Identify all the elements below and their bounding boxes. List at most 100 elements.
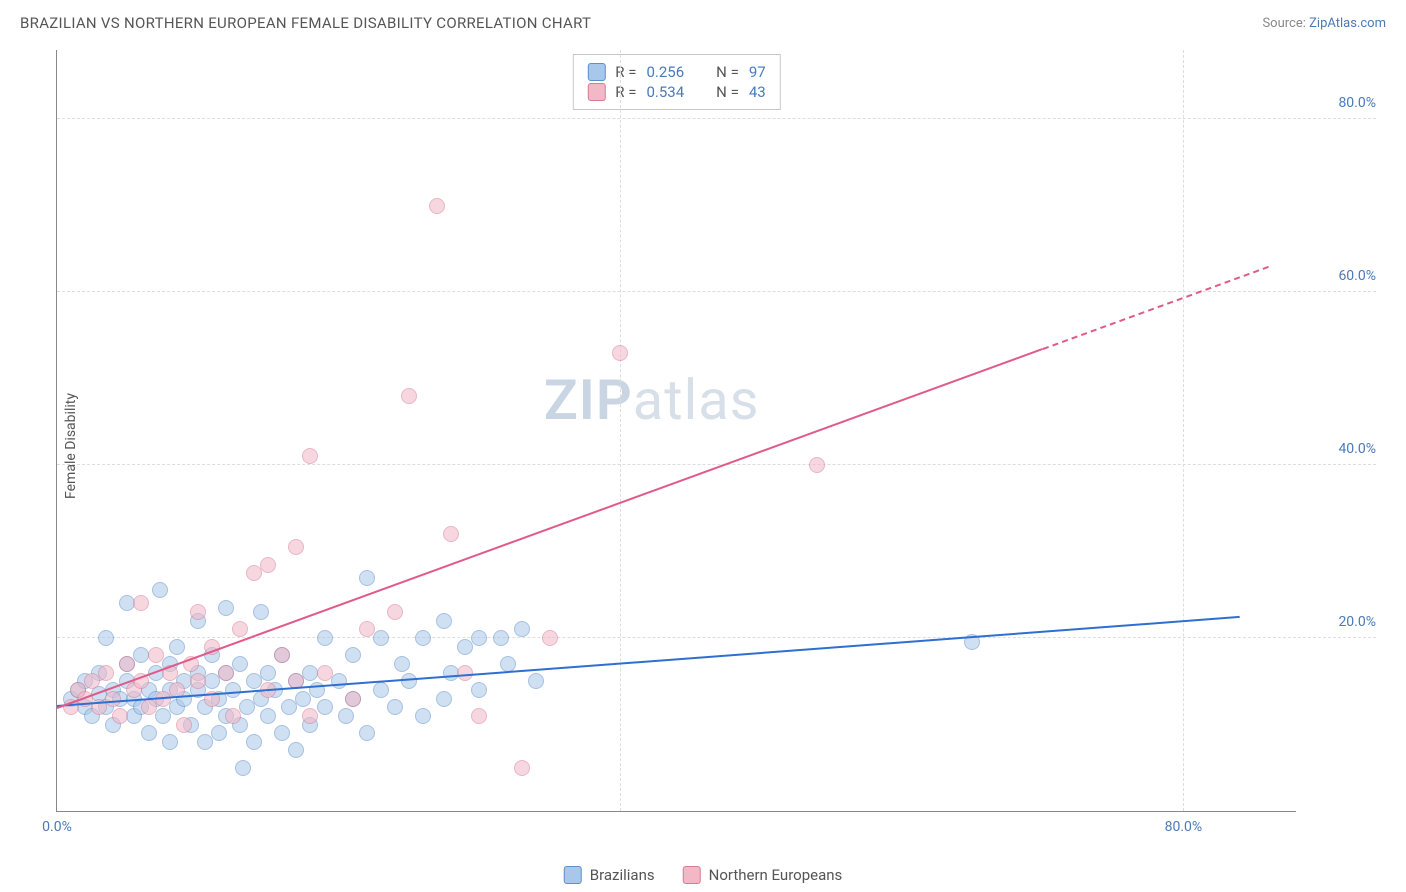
scatter-point: [514, 621, 530, 637]
scatter-point: [436, 613, 452, 629]
statbox-r-value: 0.534: [646, 83, 684, 101]
scatter-point: [317, 630, 333, 646]
scatter-point: [415, 708, 431, 724]
scatter-point: [295, 691, 311, 707]
scatter-point: [211, 725, 227, 741]
gridline-h: [57, 118, 1376, 119]
scatter-point: [225, 708, 241, 724]
y-tick-label: 60.0%: [1338, 268, 1376, 284]
scatter-point: [190, 604, 206, 620]
scatter-point: [471, 630, 487, 646]
statbox-row: R =0.534N =43: [587, 83, 765, 101]
scatter-point: [176, 717, 192, 733]
scatter-point: [246, 734, 262, 750]
scatter-point: [162, 734, 178, 750]
gridline-h: [57, 637, 1376, 638]
legend-swatch: [683, 866, 701, 884]
scatter-point: [457, 665, 473, 681]
scatter-point: [387, 699, 403, 715]
scatter-point: [302, 448, 318, 464]
bottom-legend: Brazilians Northern Europeans: [564, 866, 843, 884]
scatter-point: [141, 725, 157, 741]
x-tick-label: 80.0%: [1165, 819, 1203, 835]
scatter-point: [471, 708, 487, 724]
watermark-part2: atlas: [633, 367, 760, 433]
scatter-point: [218, 600, 234, 616]
statbox-n-value: 43: [749, 83, 766, 101]
watermark: ZIPatlas: [544, 367, 760, 433]
scatter-point: [133, 595, 149, 611]
chart-title: BRAZILIAN VS NORTHERN EUROPEAN FEMALE DI…: [20, 14, 591, 32]
source-link[interactable]: ZipAtlas.com: [1309, 16, 1386, 31]
scatter-point: [429, 198, 445, 214]
y-tick-label: 20.0%: [1338, 614, 1376, 630]
statbox-r-label: R =: [615, 63, 636, 81]
chart-source: Source: ZipAtlas.com: [1262, 16, 1386, 31]
scatter-point: [141, 699, 157, 715]
scatter-point: [274, 725, 290, 741]
statbox-swatch: [587, 63, 605, 81]
scatter-point: [317, 699, 333, 715]
scatter-point: [359, 570, 375, 586]
gridline-h: [57, 291, 1376, 292]
scatter-point: [148, 647, 164, 663]
scatter-point: [98, 630, 114, 646]
scatter-point: [274, 647, 290, 663]
legend-item: Northern Europeans: [683, 866, 843, 884]
scatter-point: [415, 630, 431, 646]
gridline-h: [57, 464, 1376, 465]
scatter-point: [260, 708, 276, 724]
trend-line: [57, 348, 1043, 709]
legend-label: Brazilians: [590, 866, 655, 884]
scatter-point: [394, 656, 410, 672]
scatter-point: [809, 457, 825, 473]
gridline-v: [620, 50, 621, 811]
scatter-point: [387, 604, 403, 620]
scatter-point: [443, 526, 459, 542]
plot-region: ZIPatlas R =0.256N =97R =0.534N =43 20.0…: [56, 50, 1296, 812]
trend-line: [1042, 266, 1268, 350]
scatter-point: [373, 682, 389, 698]
scatter-point: [98, 665, 114, 681]
scatter-point: [281, 699, 297, 715]
scatter-point: [373, 630, 389, 646]
scatter-point: [317, 665, 333, 681]
scatter-point: [401, 673, 417, 689]
scatter-point: [493, 630, 509, 646]
scatter-point: [232, 621, 248, 637]
scatter-point: [401, 388, 417, 404]
scatter-point: [155, 708, 171, 724]
statbox-swatch: [587, 83, 605, 101]
scatter-point: [105, 691, 121, 707]
scatter-point: [302, 708, 318, 724]
scatter-point: [359, 621, 375, 637]
correlation-statbox: R =0.256N =97R =0.534N =43: [572, 54, 780, 110]
statbox-n-label: N =: [716, 63, 739, 81]
scatter-point: [514, 760, 530, 776]
scatter-point: [345, 691, 361, 707]
y-tick-label: 80.0%: [1338, 95, 1376, 111]
scatter-point: [246, 565, 262, 581]
chart-area: Female Disability ZIPatlas R =0.256N =97…: [48, 50, 1386, 842]
chart-header: BRAZILIAN VS NORTHERN EUROPEAN FEMALE DI…: [20, 14, 1386, 32]
scatter-point: [225, 682, 241, 698]
scatter-point: [542, 630, 558, 646]
scatter-point: [436, 691, 452, 707]
scatter-point: [528, 673, 544, 689]
scatter-point: [197, 734, 213, 750]
statbox-row: R =0.256N =97: [587, 63, 765, 81]
gridline-v: [1183, 50, 1184, 811]
scatter-point: [235, 760, 251, 776]
scatter-point: [288, 742, 304, 758]
scatter-point: [218, 665, 234, 681]
statbox-n-value: 97: [749, 63, 766, 81]
x-tick-label: 0.0%: [42, 819, 72, 835]
scatter-point: [260, 665, 276, 681]
legend-label: Northern Europeans: [709, 866, 843, 884]
scatter-point: [253, 604, 269, 620]
legend-item: Brazilians: [564, 866, 655, 884]
statbox-n-label: N =: [716, 83, 739, 101]
scatter-point: [457, 639, 473, 655]
scatter-point: [288, 539, 304, 555]
y-tick-label: 40.0%: [1338, 441, 1376, 457]
